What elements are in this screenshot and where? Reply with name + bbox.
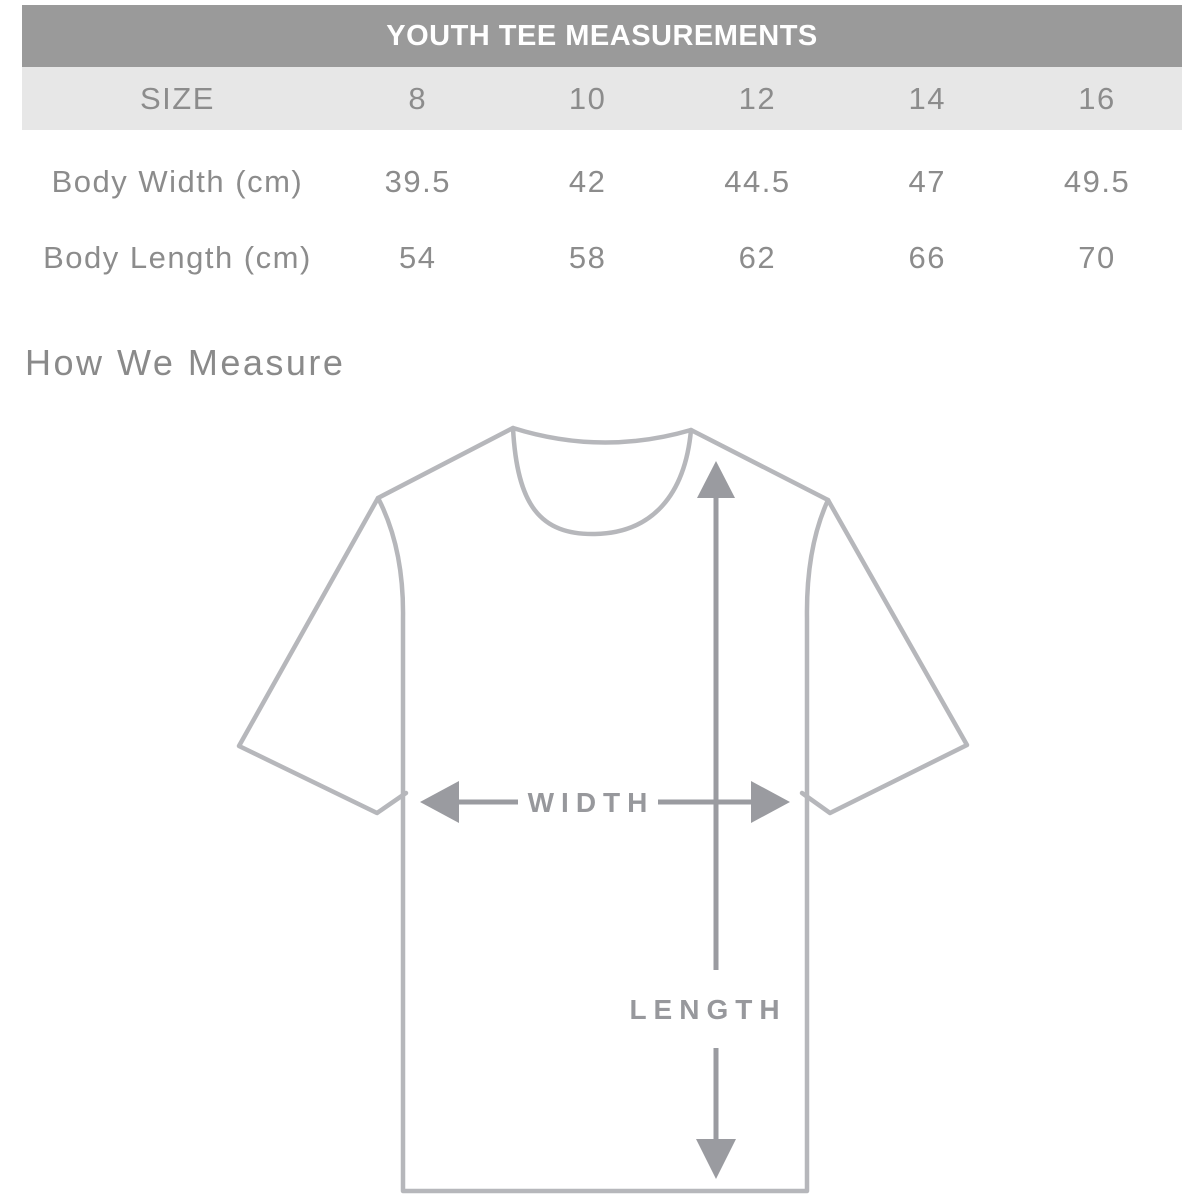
cell-value: 39.5 — [384, 164, 451, 199]
cell-value: 44.5 — [724, 164, 791, 199]
column-header-14: 14 — [908, 80, 946, 116]
cell-value: 42 — [568, 164, 607, 199]
tshirt-outline — [236, 425, 970, 1194]
cell-value: 66 — [908, 240, 946, 275]
column-header-8: 8 — [408, 80, 428, 116]
cell-value: 54 — [399, 240, 437, 275]
column-header-size: SIZE — [139, 80, 215, 116]
length-arrow — [696, 461, 736, 1179]
table-row-body-width: Body Width (cm) 39.5 42 44.5 47 49.5 — [22, 144, 1182, 220]
tshirt-body-outline — [375, 425, 831, 1194]
length-arrowhead-down-icon — [696, 1139, 736, 1179]
width-arrowhead-left-icon — [420, 781, 459, 823]
cell-value: 47 — [908, 164, 946, 199]
width-arrow — [420, 781, 790, 823]
column-header-12: 12 — [738, 80, 777, 116]
length-label: LENGTH — [629, 994, 786, 1025]
cell-value: 70 — [1078, 240, 1116, 275]
row-label: Body Length (cm) — [43, 240, 312, 275]
table-title: YOUTH TEE MEASUREMENTS — [386, 19, 818, 52]
row-label: Body Width (cm) — [51, 164, 304, 199]
size-header-row: SIZE 8 10 12 14 16 — [22, 67, 1182, 130]
table-body: Body Width (cm) 39.5 42 44.5 47 49.5 Bod… — [22, 130, 1182, 296]
cell-value: 49.5 — [1063, 164, 1131, 199]
tshirt-right-sleeve — [799, 497, 970, 816]
cell-value: 62 — [738, 240, 777, 275]
column-header-10: 10 — [568, 80, 607, 116]
how-we-measure-heading: How We Measure — [25, 342, 346, 383]
cell-value: 58 — [568, 240, 607, 275]
table-row-body-length: Body Length (cm) 54 58 62 66 70 — [22, 220, 1182, 296]
tshirt-front-neckline — [510, 425, 694, 537]
youth-tee-size-table: YOUTH TEE MEASUREMENTS SIZE 8 10 12 14 1… — [22, 5, 1182, 296]
table-title-bar: YOUTH TEE MEASUREMENTS — [22, 5, 1182, 67]
width-label: WIDTH — [528, 787, 655, 818]
column-header-16: 16 — [1078, 80, 1116, 116]
length-arrowhead-up-icon — [697, 461, 735, 498]
width-arrowhead-right-icon — [751, 781, 790, 823]
tshirt-left-sleeve — [236, 495, 409, 816]
